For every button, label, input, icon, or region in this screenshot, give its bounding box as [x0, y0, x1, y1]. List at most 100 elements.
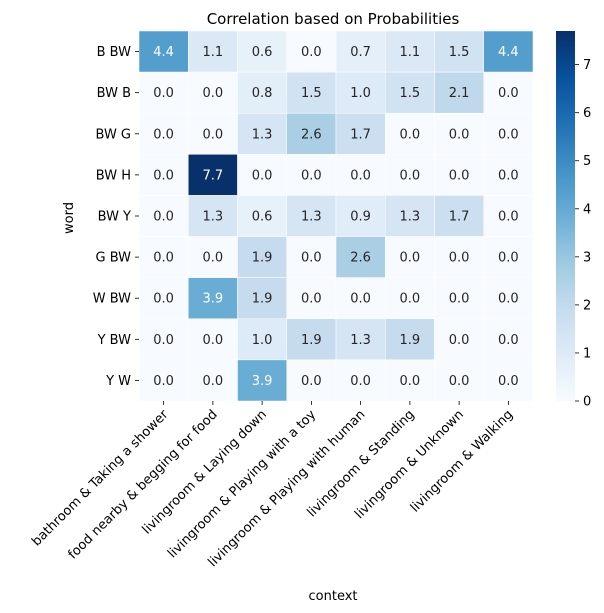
- cell-value-label: 0.0: [153, 292, 174, 307]
- heatmap-cell: [286, 30, 337, 73]
- cell-value-label: 0.0: [350, 292, 371, 307]
- y-axis-label: word: [62, 202, 77, 234]
- cell-value-label: 0.0: [498, 86, 519, 101]
- heatmap-cell: [385, 30, 435, 73]
- heatmap-cell: [237, 318, 287, 361]
- cell-value-label: 0.0: [400, 251, 421, 266]
- heatmap-cell: [335, 195, 386, 237]
- cell-value-label: 0.0: [203, 86, 224, 101]
- cell-value-label: 0.0: [449, 251, 470, 266]
- cell-value-label: 0.0: [449, 168, 470, 183]
- heatmap-cell: [138, 277, 189, 320]
- heatmap-cell: [434, 154, 484, 196]
- heatmap-cell: [188, 359, 238, 402]
- cell-value-label: 0.0: [153, 86, 174, 101]
- cell-annotations: 4.4 1.1 0.6 0.0 0.7 1.1 1.5 4.4 0.0 0.0 0.8 1.5 1.0 1…: [153, 45, 518, 389]
- cell-value-label: 1.1: [203, 45, 224, 60]
- cell-value-label: 1.3: [252, 127, 273, 142]
- heatmap-cell: [237, 236, 287, 278]
- cell-value-label: 0.0: [350, 168, 371, 183]
- chart-title: Correlation based on Probabilities: [207, 10, 460, 28]
- colorbar-tick-label: 7: [583, 58, 591, 73]
- heatmap-cell: [385, 236, 435, 278]
- colorbar-tick-label: 6: [583, 106, 591, 121]
- cell-value-label: 1.9: [400, 333, 421, 348]
- heatmap-cell: [188, 236, 238, 278]
- heatmap-cell: [335, 112, 386, 155]
- cell-value-label: 0.0: [301, 292, 322, 307]
- cell-value-label: 0.0: [153, 210, 174, 225]
- cell-value-label: 0.0: [400, 127, 421, 142]
- heatmap-cell: [286, 71, 337, 114]
- cell-value-label: 2.1: [449, 86, 470, 101]
- cell-value-label: 1.9: [252, 251, 273, 266]
- heatmap-cell: [483, 236, 534, 278]
- heatmap-cell: [335, 236, 386, 278]
- y-tick-label: Y W: [105, 374, 131, 389]
- cell-value-label: 0.0: [498, 127, 519, 142]
- heatmap-cell: [335, 318, 386, 361]
- heatmap-cells: [138, 30, 534, 402]
- y-tick-label: G BW: [95, 251, 131, 266]
- cell-value-label: 0.0: [449, 292, 470, 307]
- y-axis-tick-labels: B BW BW B BW G BW H BW Y G BW W BW Y BW Y W: [93, 45, 139, 389]
- y-tick-label: BW G: [95, 127, 131, 142]
- cell-value-label: 1.7: [449, 210, 470, 225]
- heatmap-cell: [188, 30, 238, 73]
- cell-value-label: 1.9: [301, 333, 322, 348]
- cell-value-label: 0.0: [498, 210, 519, 225]
- heatmap-cell: [434, 112, 484, 155]
- cell-value-label: 0.0: [498, 168, 519, 183]
- cell-value-label: 0.0: [252, 168, 273, 183]
- heatmap-cell: [385, 195, 435, 237]
- colorbar-tick-label: 2: [583, 298, 591, 313]
- heatmap-cell: [237, 277, 287, 320]
- cell-value-label: 0.0: [449, 333, 470, 348]
- cell-value-label: 0.0: [498, 374, 519, 389]
- heatmap-cell: [138, 30, 189, 73]
- cell-value-label: 0.0: [203, 333, 224, 348]
- colorbar-tick-label: 4: [583, 202, 591, 217]
- colorbar-tick-label: 3: [583, 250, 591, 265]
- heatmap-cell: [483, 318, 534, 361]
- cell-value-label: 7.7: [203, 168, 224, 183]
- heatmap-cell: [138, 112, 189, 155]
- heatmap-cell: [434, 277, 484, 320]
- heatmap-cell: [385, 71, 435, 114]
- cell-value-label: 1.3: [350, 333, 371, 348]
- cell-value-label: 3.9: [252, 374, 273, 389]
- heatmap-cell: [237, 154, 287, 196]
- cell-value-label: 4.4: [498, 45, 519, 60]
- cell-value-label: 0.0: [498, 251, 519, 266]
- cell-value-label: 0.0: [449, 374, 470, 389]
- y-tick-label: BW H: [96, 168, 131, 183]
- y-tick-label: B BW: [97, 45, 132, 60]
- cell-value-label: 0.0: [449, 127, 470, 142]
- cell-value-label: 0.0: [498, 333, 519, 348]
- cell-value-label: 0.0: [301, 251, 322, 266]
- heatmap-cell: [385, 112, 435, 155]
- heatmap-cell: [286, 195, 337, 237]
- cell-value-label: 1.0: [350, 86, 371, 101]
- heatmap-cell: [335, 277, 386, 320]
- colorbar-tick-label: 5: [583, 154, 591, 169]
- heatmap-cell: [286, 359, 337, 402]
- cell-value-label: 0.0: [301, 45, 322, 60]
- colorbar-tick-labels: 0 1 2 3 4 5 6 7: [575, 58, 591, 410]
- cell-value-label: 4.4: [153, 45, 174, 60]
- heatmap-cell: [483, 195, 534, 237]
- cell-value-label: 1.3: [301, 210, 322, 225]
- cell-value-label: 1.9: [252, 292, 273, 307]
- cell-value-label: 0.0: [400, 292, 421, 307]
- cell-value-label: 0.0: [153, 251, 174, 266]
- colorbar: [556, 31, 575, 401]
- heatmap-cell: [434, 71, 484, 114]
- cell-value-label: 0.0: [400, 168, 421, 183]
- heatmap-cell: [483, 112, 534, 155]
- heatmap-cell: [335, 359, 386, 402]
- cell-value-label: 3.9: [203, 292, 224, 307]
- heatmap-cell: [434, 236, 484, 278]
- heatmap-cell: [138, 154, 189, 196]
- heatmap-cell: [335, 154, 386, 196]
